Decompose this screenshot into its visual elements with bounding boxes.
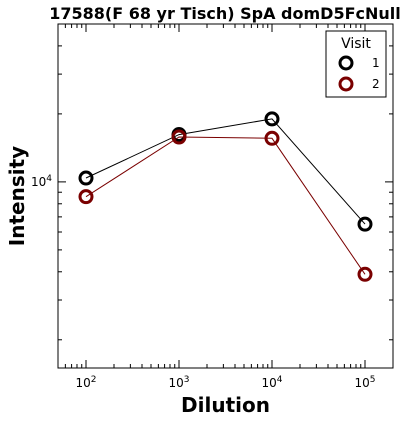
- legend-title: Visit: [341, 36, 371, 52]
- legend-entry: 2: [338, 76, 380, 92]
- data-point: [264, 111, 280, 127]
- axis-ticks: [57, 23, 394, 368]
- x-tick-label: 105: [354, 375, 375, 390]
- data-point: [357, 266, 373, 282]
- y-axis-label: Intensity: [5, 146, 29, 246]
- tick-labels: 102 103 104 105 104: [31, 174, 376, 390]
- y-tick-label: 104: [31, 174, 52, 189]
- data-point: [78, 189, 94, 205]
- data-point: [171, 129, 187, 145]
- legend-marker: [338, 55, 354, 71]
- legend-entry: 1: [338, 55, 380, 71]
- legend-label: 1: [372, 56, 380, 70]
- plot-frame: [57, 23, 394, 369]
- series-layer: [78, 111, 373, 282]
- chart-title: 17588(F 68 yr Tisch) SpA domD5FcNull: [49, 4, 401, 23]
- data-point: [264, 130, 280, 146]
- series-1: [78, 111, 373, 232]
- legend-label: 2: [372, 77, 380, 91]
- legend-box: [325, 30, 387, 98]
- series-line: [85, 136, 366, 275]
- series-2: [78, 129, 373, 282]
- data-point: [78, 170, 94, 186]
- legend-entries: 12: [338, 55, 380, 92]
- legend-marker: [338, 76, 354, 92]
- legend: Visit 12: [325, 30, 387, 98]
- x-axis-label: Dilution: [181, 393, 270, 417]
- x-tick-label: 104: [261, 375, 282, 390]
- x-tick-label: 102: [75, 375, 96, 390]
- series-line: [85, 118, 366, 225]
- x-tick-label: 103: [168, 375, 189, 390]
- data-point: [357, 216, 373, 232]
